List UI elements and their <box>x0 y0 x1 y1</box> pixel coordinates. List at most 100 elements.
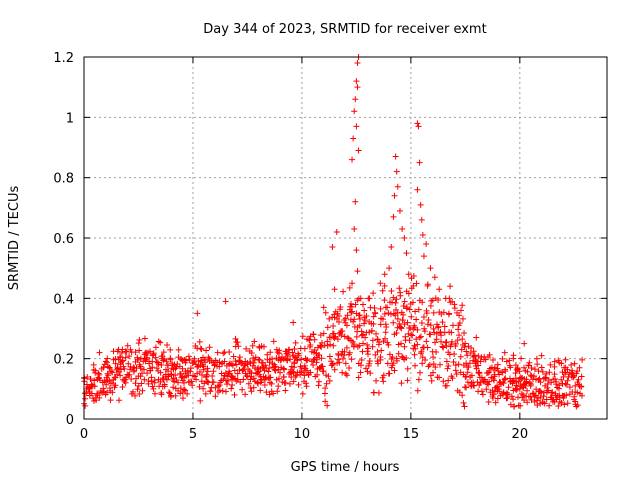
data-point <box>573 403 580 410</box>
data-point <box>380 372 387 379</box>
data-point <box>457 353 464 360</box>
data-point <box>394 310 401 317</box>
data-point <box>459 392 466 399</box>
data-point <box>443 382 450 389</box>
data-point <box>280 365 287 372</box>
axis-ticks <box>83 56 607 420</box>
data-point <box>424 281 431 288</box>
data-point <box>84 373 91 380</box>
data-point <box>461 344 468 351</box>
data-point <box>429 297 436 304</box>
data-point <box>386 370 393 377</box>
data-point <box>348 356 355 363</box>
data-point <box>106 365 113 372</box>
data-point <box>117 353 124 360</box>
data-point <box>537 379 544 386</box>
data-point <box>95 370 102 377</box>
data-point <box>355 147 362 154</box>
data-point <box>360 340 367 347</box>
data-point <box>433 330 440 337</box>
data-point <box>438 338 445 345</box>
data-point <box>476 369 483 376</box>
data-point <box>521 340 528 347</box>
data-point <box>403 250 410 257</box>
data-point <box>180 379 187 386</box>
data-point <box>477 358 484 365</box>
data-point <box>451 350 458 357</box>
data-point <box>117 372 124 379</box>
x-axis-label: GPS time / hours <box>291 460 400 475</box>
data-point <box>229 382 236 389</box>
data-point <box>318 355 325 362</box>
data-point <box>299 333 306 340</box>
data-point <box>104 359 111 366</box>
data-point <box>500 390 507 397</box>
data-point <box>329 244 336 251</box>
data-point <box>376 339 383 346</box>
data-point <box>510 396 517 403</box>
data-point <box>153 365 160 372</box>
data-point <box>164 342 171 349</box>
data-point <box>535 368 542 375</box>
data-point <box>148 374 155 381</box>
data-point <box>448 329 455 336</box>
data-point <box>116 397 123 404</box>
data-point <box>393 329 400 336</box>
data-point <box>427 331 434 338</box>
data-point <box>265 368 272 375</box>
data-point <box>449 375 456 382</box>
data-point <box>141 335 148 342</box>
data-point <box>468 372 475 379</box>
data-point <box>87 376 94 383</box>
data-point <box>366 295 373 302</box>
data-point <box>409 299 416 306</box>
data-point <box>266 391 273 398</box>
data-point <box>144 370 151 377</box>
data-point <box>427 265 434 272</box>
data-point <box>457 307 464 314</box>
data-point <box>461 330 468 337</box>
data-point <box>271 364 278 371</box>
data-point <box>184 390 191 397</box>
data-point <box>138 380 145 387</box>
data-point <box>410 282 417 289</box>
data-point <box>538 352 545 359</box>
data-point <box>486 369 493 376</box>
data-point <box>220 350 227 357</box>
data-point <box>445 311 452 318</box>
data-point <box>324 324 331 331</box>
data-point <box>553 381 560 388</box>
data-point <box>373 330 380 337</box>
data-point <box>170 384 177 391</box>
data-point <box>219 388 226 395</box>
data-point <box>231 391 238 398</box>
data-point <box>317 343 324 350</box>
data-point <box>439 343 446 350</box>
data-point <box>578 383 585 390</box>
data-point <box>486 351 493 358</box>
data-point <box>224 381 231 388</box>
data-point <box>427 322 434 329</box>
data-point <box>203 371 210 378</box>
data-point <box>304 367 311 374</box>
data-point <box>193 376 200 383</box>
data-point <box>228 373 235 380</box>
data-point <box>307 369 314 376</box>
data-point <box>390 319 397 326</box>
data-point <box>337 306 344 313</box>
data-point <box>295 352 302 359</box>
data-point <box>379 374 386 381</box>
data-point <box>362 317 369 324</box>
data-point <box>485 369 492 376</box>
data-point <box>403 305 410 312</box>
data-point <box>562 356 569 363</box>
data-point <box>284 352 291 359</box>
data-point <box>381 311 388 318</box>
data-point <box>134 386 141 393</box>
data-point <box>382 321 389 328</box>
data-point <box>356 342 363 349</box>
data-point <box>209 372 216 379</box>
data-point <box>202 359 209 366</box>
data-point <box>430 309 437 316</box>
data-point <box>175 346 182 353</box>
